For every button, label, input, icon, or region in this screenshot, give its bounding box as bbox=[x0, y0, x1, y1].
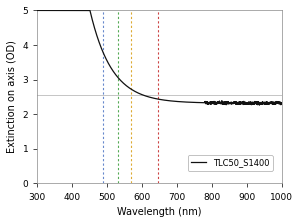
TLC50_S1400 bbox=[140, 93, 143, 96]
TLC50_S1400 bbox=[257, 104, 261, 106]
TLC50_S1400 bbox=[280, 102, 284, 104]
TLC50_S1400 bbox=[129, 88, 133, 90]
Y-axis label: Extinction on axis (OD): Extinction on axis (OD) bbox=[7, 41, 17, 153]
Legend: TLC50_S1400: TLC50_S1400 bbox=[188, 155, 272, 171]
TLC50_S1400 bbox=[249, 102, 252, 104]
TLC50_S1400 bbox=[63, 9, 67, 12]
TLC50_S1400 bbox=[78, 9, 81, 12]
TLC50_S1400 bbox=[275, 101, 279, 104]
Line: TLC50_S1400: TLC50_S1400 bbox=[37, 11, 282, 105]
X-axis label: Wavelength (nm): Wavelength (nm) bbox=[117, 207, 202, 217]
TLC50_S1400 bbox=[35, 9, 39, 12]
